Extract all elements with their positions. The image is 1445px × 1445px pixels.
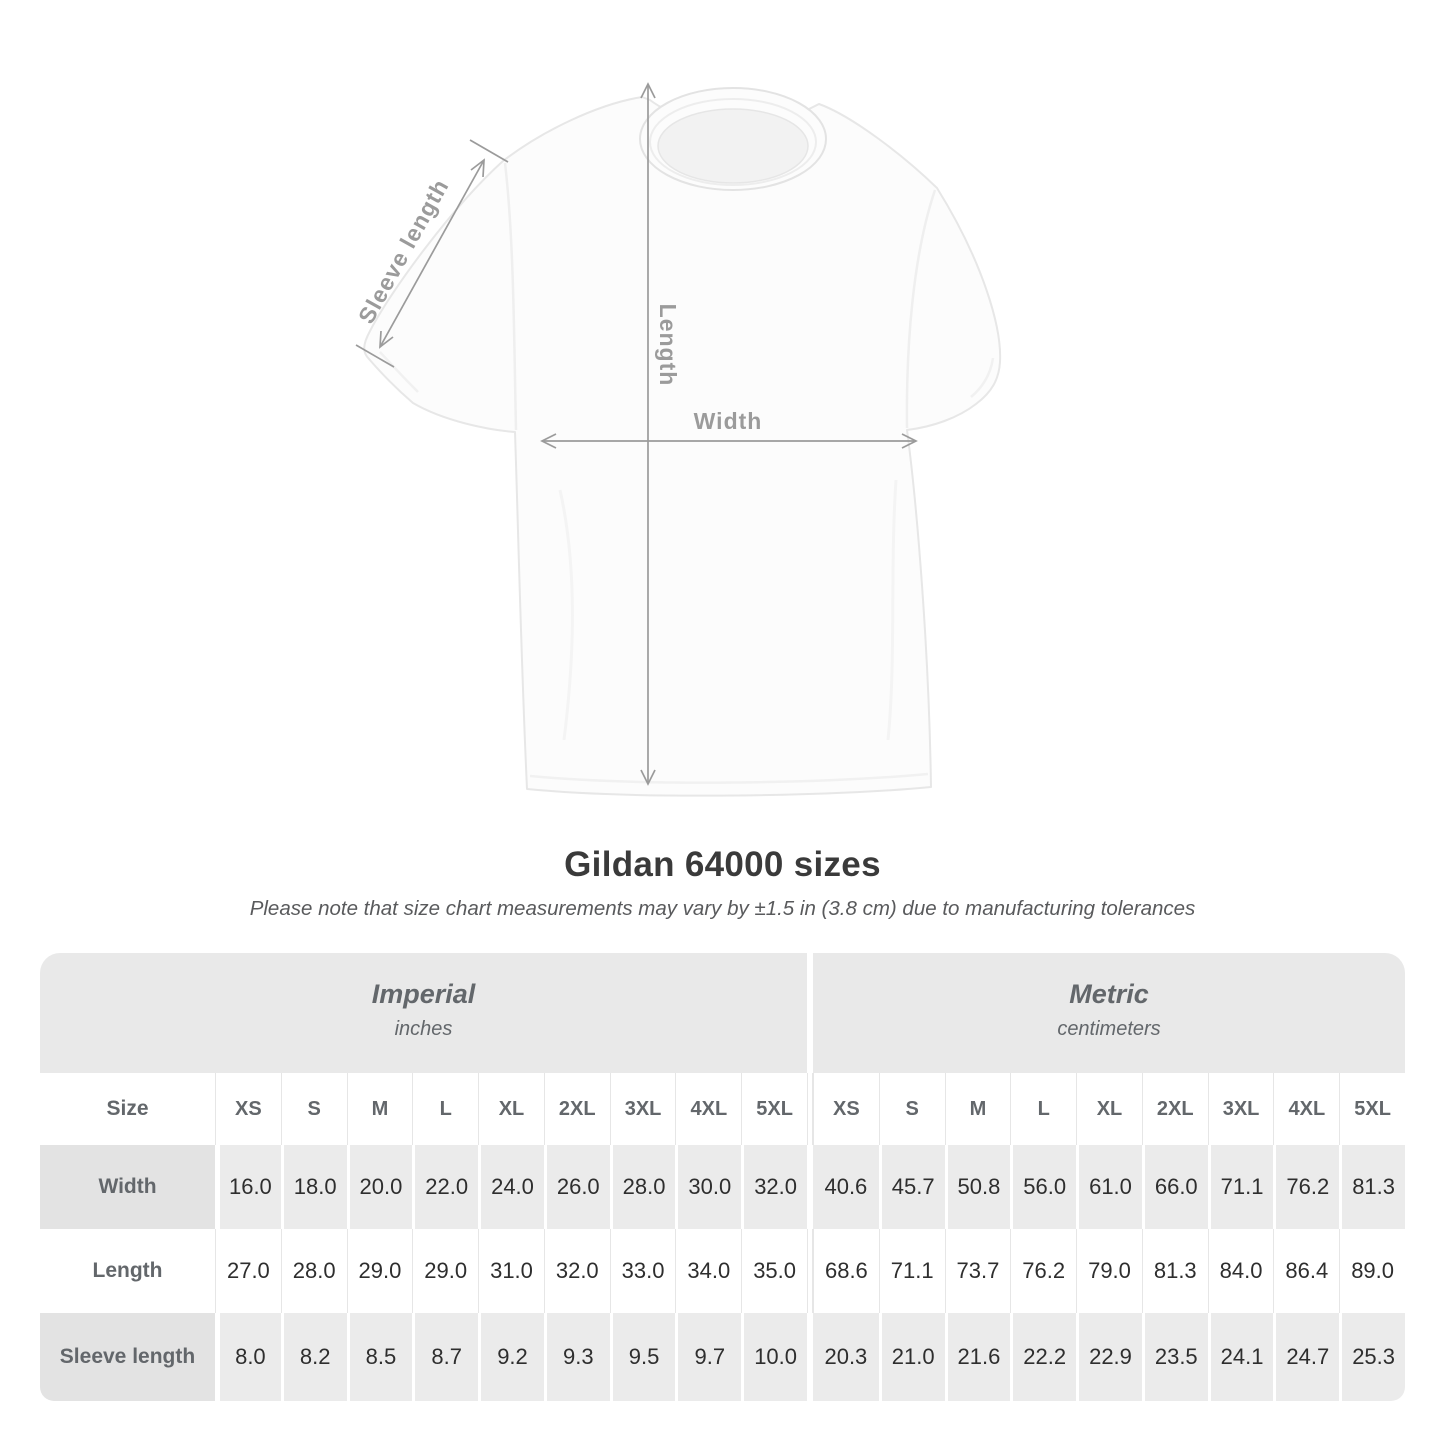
- value-cell: 50.8: [944, 1145, 1011, 1229]
- value-cell: 79.0: [1076, 1229, 1142, 1313]
- size-col-header: XS: [215, 1073, 281, 1145]
- value-cell: 76.2: [1273, 1145, 1340, 1229]
- value-cell: 8.5: [346, 1313, 413, 1401]
- value-cell: 9.3: [543, 1313, 610, 1401]
- unit-gap: [807, 1229, 813, 1313]
- value-cell: 56.0: [1010, 1145, 1077, 1229]
- value-cell: 22.0: [412, 1145, 479, 1229]
- value-cell: 30.0: [675, 1145, 742, 1229]
- value-cell: 81.3: [1339, 1145, 1405, 1229]
- value-cell: 20.3: [813, 1313, 879, 1401]
- value-cell: 45.7: [878, 1145, 945, 1229]
- tshirt-image: Width Length Sleeve length: [353, 82, 1002, 797]
- value-cell: 10.0: [741, 1313, 807, 1401]
- size-col-header: 2XL: [1141, 1073, 1208, 1145]
- size-col-header: L: [412, 1073, 479, 1145]
- value-cell: 34.0: [675, 1229, 742, 1313]
- metric-header-label: Metric: [1069, 979, 1149, 1009]
- value-cell: 22.2: [1010, 1313, 1077, 1401]
- size-col-header: XL: [478, 1073, 544, 1145]
- value-cell: 71.1: [1207, 1145, 1274, 1229]
- sleeve-length-arrow-line: [355, 139, 509, 368]
- size-col-header: M: [346, 1073, 413, 1145]
- value-cell: 29.0: [346, 1229, 413, 1313]
- length-arrow-line: [640, 82, 656, 786]
- value-cell: 23.5: [1141, 1313, 1208, 1401]
- size-corner-label: Size: [40, 1073, 215, 1145]
- tshirt-shape: [363, 87, 1002, 797]
- value-cell: 68.6: [813, 1229, 879, 1313]
- value-cell: 86.4: [1273, 1229, 1340, 1313]
- size-col-header: 5XL: [1339, 1073, 1405, 1145]
- value-cell: 32.0: [543, 1229, 610, 1313]
- value-cell: 31.0: [478, 1229, 544, 1313]
- unit-gap: [807, 1073, 813, 1145]
- collar: [639, 87, 827, 191]
- value-cell: 24.7: [1273, 1313, 1340, 1401]
- size-col-header: 2XL: [543, 1073, 610, 1145]
- row-label-width: Width: [40, 1145, 215, 1229]
- value-cell: 84.0: [1207, 1229, 1274, 1313]
- value-cell: 27.0: [215, 1229, 281, 1313]
- value-cell: 16.0: [215, 1145, 281, 1229]
- size-col-header: XS: [813, 1073, 879, 1145]
- size-col-header: 3XL: [609, 1073, 676, 1145]
- value-cell: 73.7: [944, 1229, 1011, 1313]
- page-title: Gildan 64000 sizes: [564, 845, 881, 884]
- value-cell: 9.7: [675, 1313, 742, 1401]
- value-cell: 24.1: [1207, 1313, 1274, 1401]
- value-cell: 29.0: [412, 1229, 479, 1313]
- value-cell: 8.2: [280, 1313, 347, 1401]
- width-label: Width: [694, 408, 763, 434]
- value-cell: 89.0: [1339, 1229, 1405, 1313]
- width-arrow-line: [540, 433, 918, 449]
- value-cell: 81.3: [1141, 1229, 1208, 1313]
- value-cell: 22.9: [1076, 1313, 1142, 1401]
- value-cell: 26.0: [543, 1145, 610, 1229]
- value-cell: 33.0: [609, 1229, 676, 1313]
- size-col-header: M: [944, 1073, 1011, 1145]
- imperial-header-unit: inches: [394, 1018, 453, 1040]
- value-cell: 9.2: [478, 1313, 544, 1401]
- size-col-header: L: [1010, 1073, 1077, 1145]
- tolerance-note: Please note that size chart measurements…: [249, 897, 1196, 920]
- value-cell: 25.3: [1339, 1313, 1405, 1401]
- value-cell: 32.0: [741, 1145, 807, 1229]
- tshirt-diagram: Width Length Sleeve length: [353, 82, 1002, 797]
- value-cell: 71.1: [878, 1229, 945, 1313]
- value-cell: 28.0: [609, 1145, 676, 1229]
- size-col-header: 3XL: [1207, 1073, 1274, 1145]
- size-col-header: 5XL: [741, 1073, 807, 1145]
- value-cell: 21.6: [944, 1313, 1011, 1401]
- size-col-header: S: [280, 1073, 347, 1145]
- value-cell: 18.0: [280, 1145, 347, 1229]
- value-cell: 8.7: [412, 1313, 479, 1401]
- value-cell: 8.0: [215, 1313, 281, 1401]
- value-cell: 61.0: [1076, 1145, 1142, 1229]
- size-table: Imperial inches Metric centimeters Size …: [40, 953, 1405, 1401]
- size-col-header: XL: [1076, 1073, 1142, 1145]
- value-cell: 66.0: [1141, 1145, 1208, 1229]
- value-cell: 35.0: [741, 1229, 807, 1313]
- row-label-length: Length: [40, 1229, 215, 1313]
- size-col-header: 4XL: [1273, 1073, 1340, 1145]
- imperial-header: Imperial inches: [40, 953, 807, 1073]
- value-cell: 24.0: [478, 1145, 544, 1229]
- value-cell: 9.5: [609, 1313, 676, 1401]
- row-label-sleeve-length: Sleeve length: [40, 1313, 215, 1401]
- size-col-header: 4XL: [675, 1073, 742, 1145]
- value-cell: 21.0: [878, 1313, 945, 1401]
- metric-header: Metric centimeters: [813, 953, 1405, 1073]
- value-cell: 20.0: [346, 1145, 413, 1229]
- length-label: Length: [655, 304, 681, 387]
- value-cell: 40.6: [813, 1145, 879, 1229]
- imperial-header-label: Imperial: [371, 979, 476, 1009]
- value-cell: 76.2: [1010, 1229, 1077, 1313]
- metric-header-unit: centimeters: [1057, 1018, 1161, 1040]
- size-col-header: S: [878, 1073, 945, 1145]
- value-cell: 28.0: [280, 1229, 347, 1313]
